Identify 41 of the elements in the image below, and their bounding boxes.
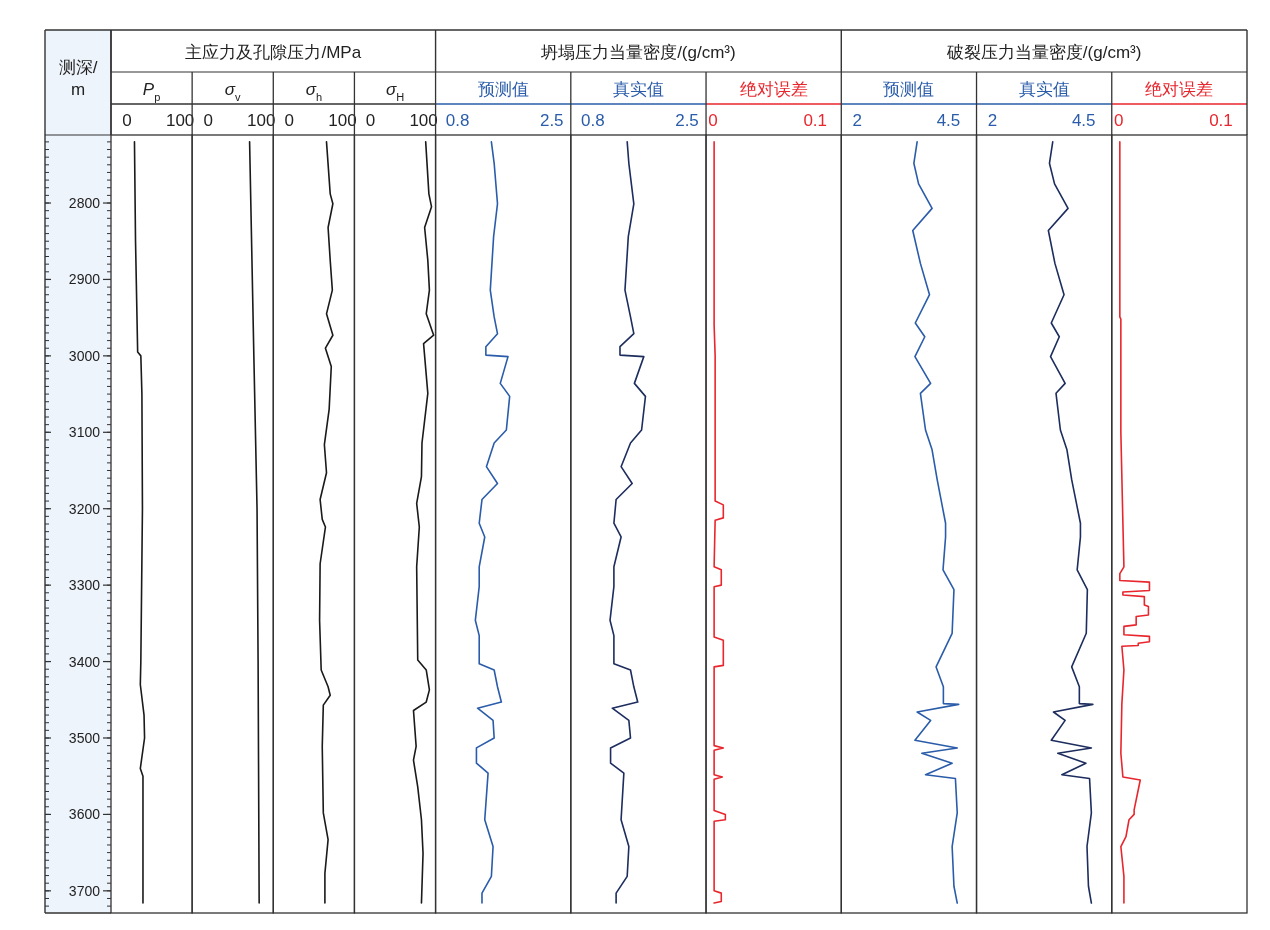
y-tick-label: 3000 [68,347,101,364]
x-tick-label: 0.1 [1209,111,1233,130]
x-axis-title: σ$_{v}$ [224,80,242,103]
x-tick-label: 4.5 [936,111,961,130]
y-tick-label: 3100 [68,424,101,441]
x-tick-label: 0 [203,111,213,130]
x-tick-label: 0 [1114,111,1124,130]
x-axis-title: σ$_{h}$ [305,80,323,103]
x-axis-title: P$_{p}$ [142,80,161,103]
y-tick-label: 3500 [68,729,101,746]
y-tick-label: 3600 [68,806,101,823]
x-tick-label: 0 [365,111,376,130]
y-tick-label: 2900 [68,271,101,288]
x-tick-label: 0 [708,111,718,130]
x-tick-label: 0.1 [803,111,828,130]
y-tick-label: 2800 [68,195,101,212]
x-axis-title: 绝对误差 [1145,80,1214,99]
x-tick-label: 2.5 [675,111,699,130]
x-axis-title: 真实值 [612,80,664,99]
x-axis-title: 绝对误差 [739,80,808,99]
y-tick-label: 3400 [68,653,101,670]
chart-title: 坍塌压力当量密度/(g/cm³) [540,43,736,62]
chart-title: 主应力及孔隙压力/MPa [185,43,362,62]
y-tick-label: 3200 [68,500,101,517]
x-tick-label: 4.5 [1071,111,1096,130]
x-axis-title: 预测值 [477,80,529,99]
depth-header: 测深/m [45,30,111,135]
x-tick-label: 2 [852,111,863,130]
y-tick-label: 3300 [68,577,101,594]
x-axis-title: 预测值 [883,80,935,99]
x-tick-label: 0.8 [581,111,605,130]
x-tick-label: 0.8 [445,111,470,130]
x-tick-label: 0 [122,111,132,130]
y-tick-label: 3700 [68,882,101,899]
x-tick-label: 0 [284,111,295,130]
x-tick-label: 2 [987,111,998,130]
x-axis-title: 真实值 [1018,80,1070,99]
x-axis-title: σ$_{H}$ [385,80,405,103]
y-axis-title: 测深/m [58,58,98,99]
chart-title: 破裂压力当量密度/(g/cm³) [945,43,1142,62]
x-tick-label: 2.5 [539,111,564,130]
